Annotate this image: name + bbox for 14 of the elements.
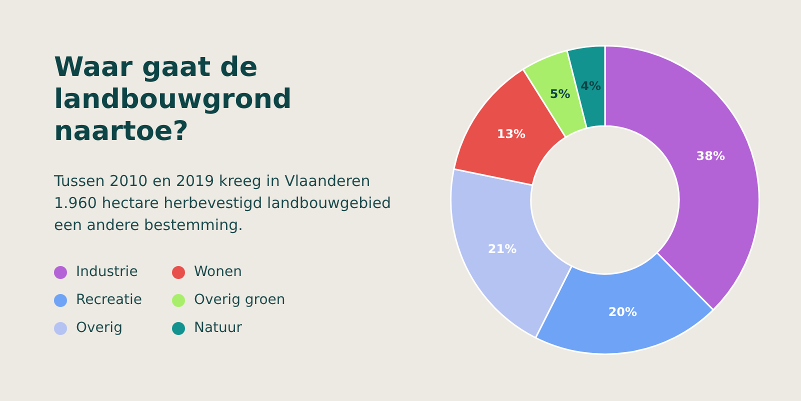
text: Waar gaat de landbouwgrond naartoe? [54, 52, 293, 148]
legend-label: Overig [76, 320, 122, 336]
legend-label: Wonen [194, 264, 242, 280]
text: Tussen 2010 en 2019 kreeg in Vlaanderen 1.960 hectare herbevestigd landbouwgebied een andere bestemming. [54, 171, 392, 236]
legend-label: Recreatie [76, 292, 142, 308]
legend-label: Industrie [76, 264, 138, 280]
data-label: 21% [488, 242, 517, 256]
data-label: 5% [550, 87, 570, 102]
data-label: 13% [496, 127, 526, 142]
data-label: 4% [580, 78, 602, 93]
data-label: 20% [608, 304, 638, 319]
legend-label: Natuur [194, 320, 242, 336]
data-label: 38% [696, 148, 725, 163]
legend-label: Overig groen [194, 292, 286, 308]
